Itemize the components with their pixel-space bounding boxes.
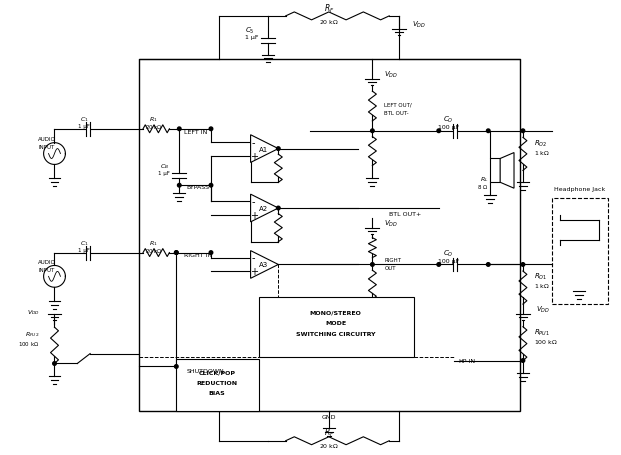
Text: $R_{O1}$: $R_{O1}$ (534, 272, 547, 282)
Circle shape (209, 128, 213, 131)
Circle shape (178, 128, 181, 131)
Text: RIGHT: RIGHT (384, 258, 401, 263)
Circle shape (521, 130, 525, 133)
Text: $R_F$: $R_F$ (324, 425, 334, 438)
Text: $V_{DD}$: $V_{DD}$ (384, 218, 398, 228)
Text: $R_{O2}$: $R_{O2}$ (534, 138, 547, 148)
Circle shape (521, 359, 525, 363)
Bar (258, 298, 414, 357)
Text: -: - (252, 137, 255, 147)
Text: -: - (252, 253, 255, 263)
Text: 100 k$\Omega$: 100 k$\Omega$ (18, 339, 40, 347)
Text: AUDIO: AUDIO (38, 137, 55, 142)
Text: BIAS: BIAS (209, 390, 225, 395)
Text: +: + (250, 211, 258, 221)
Text: +: + (250, 267, 258, 277)
Text: HP-IN: HP-IN (458, 358, 476, 363)
Circle shape (175, 251, 178, 255)
Text: 1 µF: 1 µF (245, 35, 258, 40)
Text: -: - (252, 197, 255, 207)
Text: LEFT OUT/: LEFT OUT/ (384, 102, 412, 107)
Text: 20 k$\Omega$: 20 k$\Omega$ (145, 122, 163, 131)
Text: $C_5$: $C_5$ (245, 25, 255, 36)
Circle shape (521, 263, 525, 267)
Polygon shape (251, 195, 278, 222)
Text: +: + (250, 151, 258, 161)
Text: $C_1$: $C_1$ (80, 239, 89, 248)
Text: SWITCHING CIRCUITRY: SWITCHING CIRCUITRY (296, 332, 376, 337)
Text: 1 µF: 1 µF (78, 248, 90, 253)
Circle shape (178, 184, 181, 187)
Text: LEFT IN: LEFT IN (184, 130, 207, 134)
Text: $C_O$: $C_O$ (443, 248, 454, 258)
Circle shape (276, 147, 280, 151)
Polygon shape (251, 136, 278, 163)
Text: REDUCTION: REDUCTION (196, 380, 237, 385)
Text: $V_{DD}$: $V_{DD}$ (27, 308, 40, 317)
Circle shape (53, 362, 57, 365)
Text: A1: A1 (259, 146, 268, 152)
Circle shape (175, 251, 178, 255)
Text: $V_{DD}$: $V_{DD}$ (384, 70, 398, 80)
Text: 1 k$\Omega$: 1 k$\Omega$ (534, 282, 550, 290)
Text: 20 k$\Omega$: 20 k$\Omega$ (319, 18, 339, 26)
Text: A3: A3 (259, 262, 268, 268)
Circle shape (486, 130, 490, 133)
Text: CLICK/POP: CLICK/POP (199, 370, 235, 375)
Text: 100 µF: 100 µF (438, 125, 460, 130)
Bar (138, 61, 520, 411)
Text: INPUT: INPUT (39, 145, 55, 150)
Text: AUDIO: AUDIO (38, 259, 55, 264)
Text: BTL OUT+: BTL OUT+ (389, 212, 422, 217)
Circle shape (276, 207, 280, 210)
Text: SHUTDOWN: SHUTDOWN (186, 368, 224, 373)
Text: $C_B$: $C_B$ (160, 162, 170, 171)
Text: 8 $\Omega$: 8 $\Omega$ (477, 183, 488, 191)
Text: $V_{DD}$: $V_{DD}$ (412, 20, 426, 30)
Polygon shape (251, 251, 278, 279)
Text: GND: GND (322, 414, 336, 419)
Bar (551, 199, 608, 304)
Circle shape (437, 263, 440, 267)
Text: 100 µF: 100 µF (438, 258, 460, 263)
Circle shape (486, 263, 490, 267)
Circle shape (175, 365, 178, 369)
Circle shape (209, 251, 213, 255)
Text: OUT: OUT (384, 265, 396, 270)
Bar (176, 359, 258, 411)
Text: $R_1$: $R_1$ (149, 239, 158, 248)
Text: $R_{PU1}$: $R_{PU1}$ (534, 327, 550, 337)
Circle shape (371, 263, 374, 267)
Text: $R_L$: $R_L$ (480, 174, 488, 183)
Circle shape (209, 184, 213, 187)
Text: 1 µF: 1 µF (78, 124, 90, 129)
Text: $R_1$: $R_1$ (149, 115, 158, 124)
Text: $R_F$: $R_F$ (324, 3, 334, 15)
Text: $V_{DD}$: $V_{DD}$ (536, 304, 550, 314)
Text: $C_O$: $C_O$ (443, 115, 454, 125)
Text: 1 µF: 1 µF (158, 171, 170, 176)
Text: $C_1$: $C_1$ (80, 115, 89, 124)
Text: MONO/STEREO: MONO/STEREO (310, 310, 361, 315)
Text: RIGHT IN: RIGHT IN (184, 252, 212, 257)
Text: Headphone Jack: Headphone Jack (554, 186, 605, 191)
Text: INPUT: INPUT (39, 268, 55, 272)
Text: 20 k$\Omega$: 20 k$\Omega$ (319, 441, 339, 449)
Polygon shape (500, 153, 514, 189)
Text: MODE: MODE (325, 321, 347, 326)
Text: $R_{PU2}$: $R_{PU2}$ (25, 329, 40, 339)
Circle shape (437, 130, 440, 133)
Text: 1 k$\Omega$: 1 k$\Omega$ (534, 148, 550, 156)
Text: BTL OUT-: BTL OUT- (384, 111, 409, 116)
Text: BYPASS: BYPASS (186, 185, 209, 190)
Bar (490, 159, 500, 183)
Text: 20 k$\Omega$: 20 k$\Omega$ (145, 246, 163, 254)
Circle shape (371, 130, 374, 133)
Text: 100 k$\Omega$: 100 k$\Omega$ (534, 337, 558, 345)
Text: A2: A2 (259, 206, 268, 212)
